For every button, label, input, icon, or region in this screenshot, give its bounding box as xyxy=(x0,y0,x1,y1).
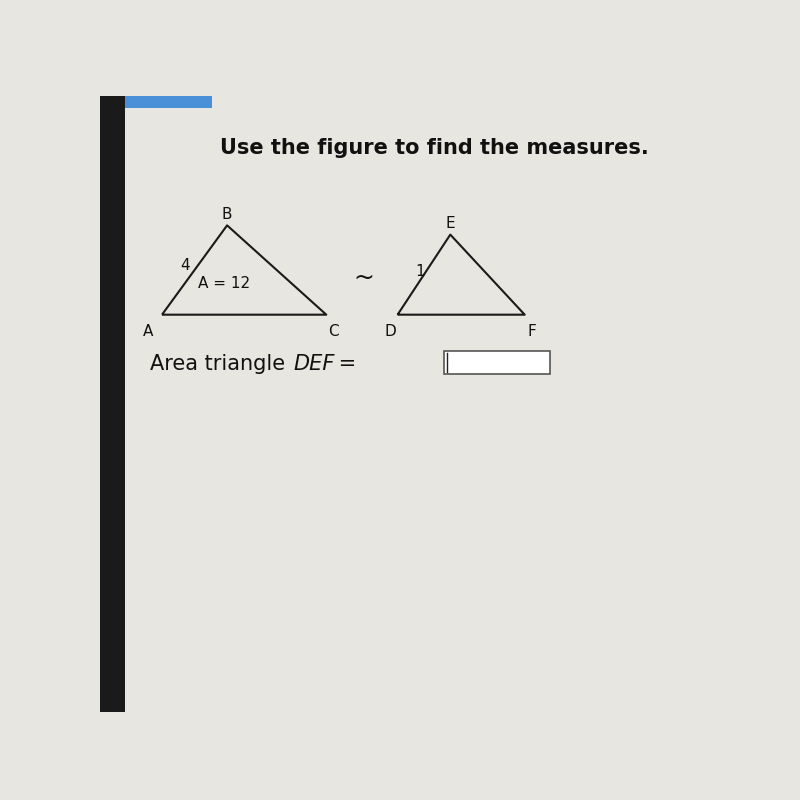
Text: Use the figure to find the measures.: Use the figure to find the measures. xyxy=(221,138,649,158)
Text: F: F xyxy=(528,325,537,339)
Bar xyxy=(100,96,125,712)
Bar xyxy=(444,351,550,374)
Text: 1: 1 xyxy=(415,264,425,279)
Text: C: C xyxy=(329,325,339,339)
Text: A: A xyxy=(143,325,154,339)
Text: ~: ~ xyxy=(353,266,374,290)
Text: 4: 4 xyxy=(181,258,190,273)
Text: B: B xyxy=(222,206,232,222)
Text: =: = xyxy=(333,354,357,374)
Bar xyxy=(125,96,211,108)
Text: D: D xyxy=(384,325,396,339)
Text: DEF: DEF xyxy=(294,354,335,374)
Text: A = 12: A = 12 xyxy=(198,276,250,291)
Text: Area triangle: Area triangle xyxy=(150,354,291,374)
Text: E: E xyxy=(446,216,455,231)
